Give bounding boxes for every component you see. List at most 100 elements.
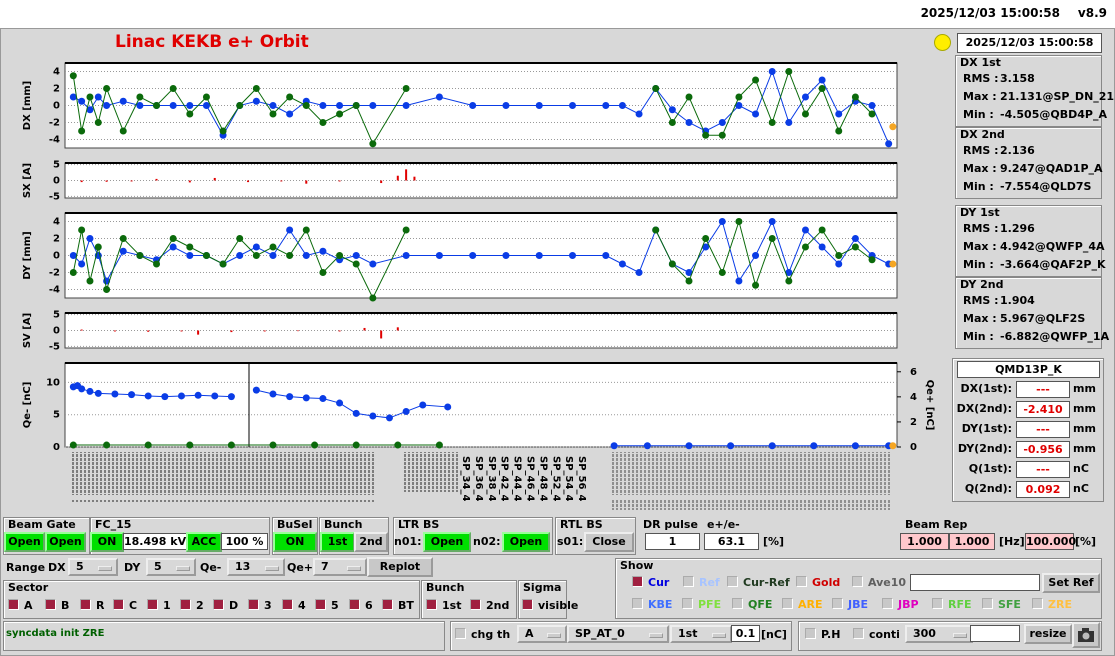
checkbox-box[interactable] — [782, 598, 793, 609]
chg-select[interactable]: A — [517, 625, 567, 643]
point — [186, 110, 194, 118]
checkbox[interactable]: R — [80, 599, 104, 612]
checkbox[interactable]: A — [8, 599, 33, 612]
checkbox[interactable]: B — [45, 599, 69, 612]
range-select[interactable]: 7 — [313, 558, 367, 576]
point — [319, 269, 327, 276]
chg-select[interactable]: 1st — [670, 625, 732, 643]
checkbox-box[interactable] — [853, 628, 864, 639]
checkbox[interactable]: 1 — [147, 599, 171, 612]
checkbox-box[interactable] — [882, 598, 893, 609]
checkbox-box[interactable] — [455, 628, 466, 639]
busel-state[interactable]: ON — [273, 532, 317, 552]
checkbox[interactable]: RFE — [932, 598, 972, 611]
point — [86, 106, 94, 114]
camera-button[interactable] — [1072, 622, 1100, 648]
checkbox[interactable]: JBE — [832, 598, 868, 611]
checkbox[interactable]: conti — [853, 628, 900, 641]
checkbox[interactable]: P.H — [805, 628, 840, 641]
checkbox[interactable]: 2 — [180, 599, 204, 612]
checkbox-box[interactable] — [682, 598, 693, 609]
bunch-button[interactable]: 2nd — [354, 532, 388, 552]
checkbox-label: B — [61, 599, 70, 612]
checkbox-box[interactable] — [796, 576, 807, 587]
chg-select[interactable]: SP_AT_0 — [567, 625, 669, 643]
checkbox-box[interactable] — [632, 598, 643, 609]
chg-threshold[interactable]: 0.1 — [731, 625, 760, 642]
checkbox[interactable]: 5 — [315, 599, 339, 612]
ref-input[interactable] — [910, 574, 1040, 591]
checkbox-box[interactable] — [248, 599, 259, 610]
checkbox-box[interactable] — [80, 599, 91, 610]
checkbox[interactable]: QFE — [732, 598, 772, 611]
checkbox-box[interactable] — [426, 599, 437, 610]
gate-button[interactable]: Open — [45, 532, 86, 552]
checkbox[interactable]: Cur — [632, 576, 669, 589]
checkbox-box[interactable] — [805, 628, 816, 639]
checkbox[interactable]: KBE — [632, 598, 672, 611]
ltr-button[interactable]: Open — [423, 532, 471, 552]
checkbox[interactable]: JBP — [882, 598, 919, 611]
setref-button[interactable]: Set Ref — [1042, 573, 1100, 593]
fc-state[interactable]: ON — [90, 532, 124, 552]
point — [169, 243, 177, 251]
gate-button[interactable]: Open — [4, 532, 45, 552]
checkbox-box[interactable] — [982, 598, 993, 609]
checkbox-box[interactable] — [727, 576, 738, 587]
checkbox-box[interactable] — [732, 598, 743, 609]
checkbox[interactable]: Ave10 — [852, 576, 906, 589]
bar — [263, 330, 266, 332]
checkbox-box[interactable] — [1032, 598, 1043, 609]
checkbox[interactable]: SFE — [982, 598, 1021, 611]
checkbox[interactable]: C — [113, 599, 137, 612]
checkbox-box[interactable] — [147, 599, 158, 610]
ltr-button[interactable]: Open — [502, 532, 550, 552]
checkbox[interactable]: 3 — [248, 599, 272, 612]
checkbox[interactable]: 6 — [349, 599, 373, 612]
point — [752, 76, 760, 84]
checkbox[interactable]: ARE — [782, 598, 823, 611]
replot-button[interactable]: Replot — [367, 557, 433, 577]
bunch-button[interactable]: 1st — [320, 532, 355, 552]
element-label: Q(1st): — [968, 462, 1012, 475]
checkbox[interactable]: 2nd — [470, 599, 509, 612]
checkbox-box[interactable] — [382, 599, 393, 610]
range-axis: DX — [48, 561, 66, 574]
checkbox[interactable]: ZRE — [1032, 598, 1072, 611]
point — [718, 119, 726, 126]
checkbox[interactable]: 4 — [282, 599, 306, 612]
checkbox-box[interactable] — [632, 576, 643, 587]
checkbox[interactable]: Cur-Ref — [727, 576, 790, 589]
checkbox-box[interactable] — [315, 599, 326, 610]
checkbox-box[interactable] — [282, 599, 293, 610]
checkbox-box[interactable] — [180, 599, 191, 610]
checkbox[interactable]: Ref — [683, 576, 720, 589]
checkbox[interactable]: Gold — [796, 576, 840, 589]
range-select[interactable]: 13 — [227, 558, 285, 576]
checkbox[interactable]: BT — [382, 599, 414, 612]
checkbox[interactable]: PFE — [682, 598, 721, 611]
ph-select[interactable]: 300 — [905, 625, 973, 643]
checkbox-box[interactable] — [683, 576, 694, 587]
checkbox-box[interactable] — [852, 576, 863, 587]
checkbox-box[interactable] — [832, 598, 843, 609]
checkbox[interactable]: 1st — [426, 599, 461, 612]
fc-mode[interactable]: ACC — [186, 532, 222, 552]
checkbox[interactable]: chg th — [455, 628, 510, 641]
checkbox-box[interactable] — [8, 599, 19, 610]
resize-button[interactable]: resize — [1024, 624, 1072, 644]
range-select[interactable]: 5 — [68, 558, 118, 576]
rtl-button[interactable]: Close — [584, 532, 634, 552]
checkbox[interactable]: visible — [522, 599, 578, 612]
checkbox-box[interactable] — [45, 599, 56, 610]
checkbox-box[interactable] — [349, 599, 360, 610]
checkbox[interactable]: D — [213, 599, 238, 612]
checkbox-box[interactable] — [213, 599, 224, 610]
checkbox-box[interactable] — [522, 599, 533, 610]
checkbox-box[interactable] — [470, 599, 481, 610]
checkbox-box[interactable] — [932, 598, 943, 609]
range-select[interactable]: 5 — [146, 558, 196, 576]
point — [336, 399, 344, 407]
checkbox-box[interactable] — [113, 599, 124, 610]
ph-input[interactable] — [970, 625, 1020, 642]
